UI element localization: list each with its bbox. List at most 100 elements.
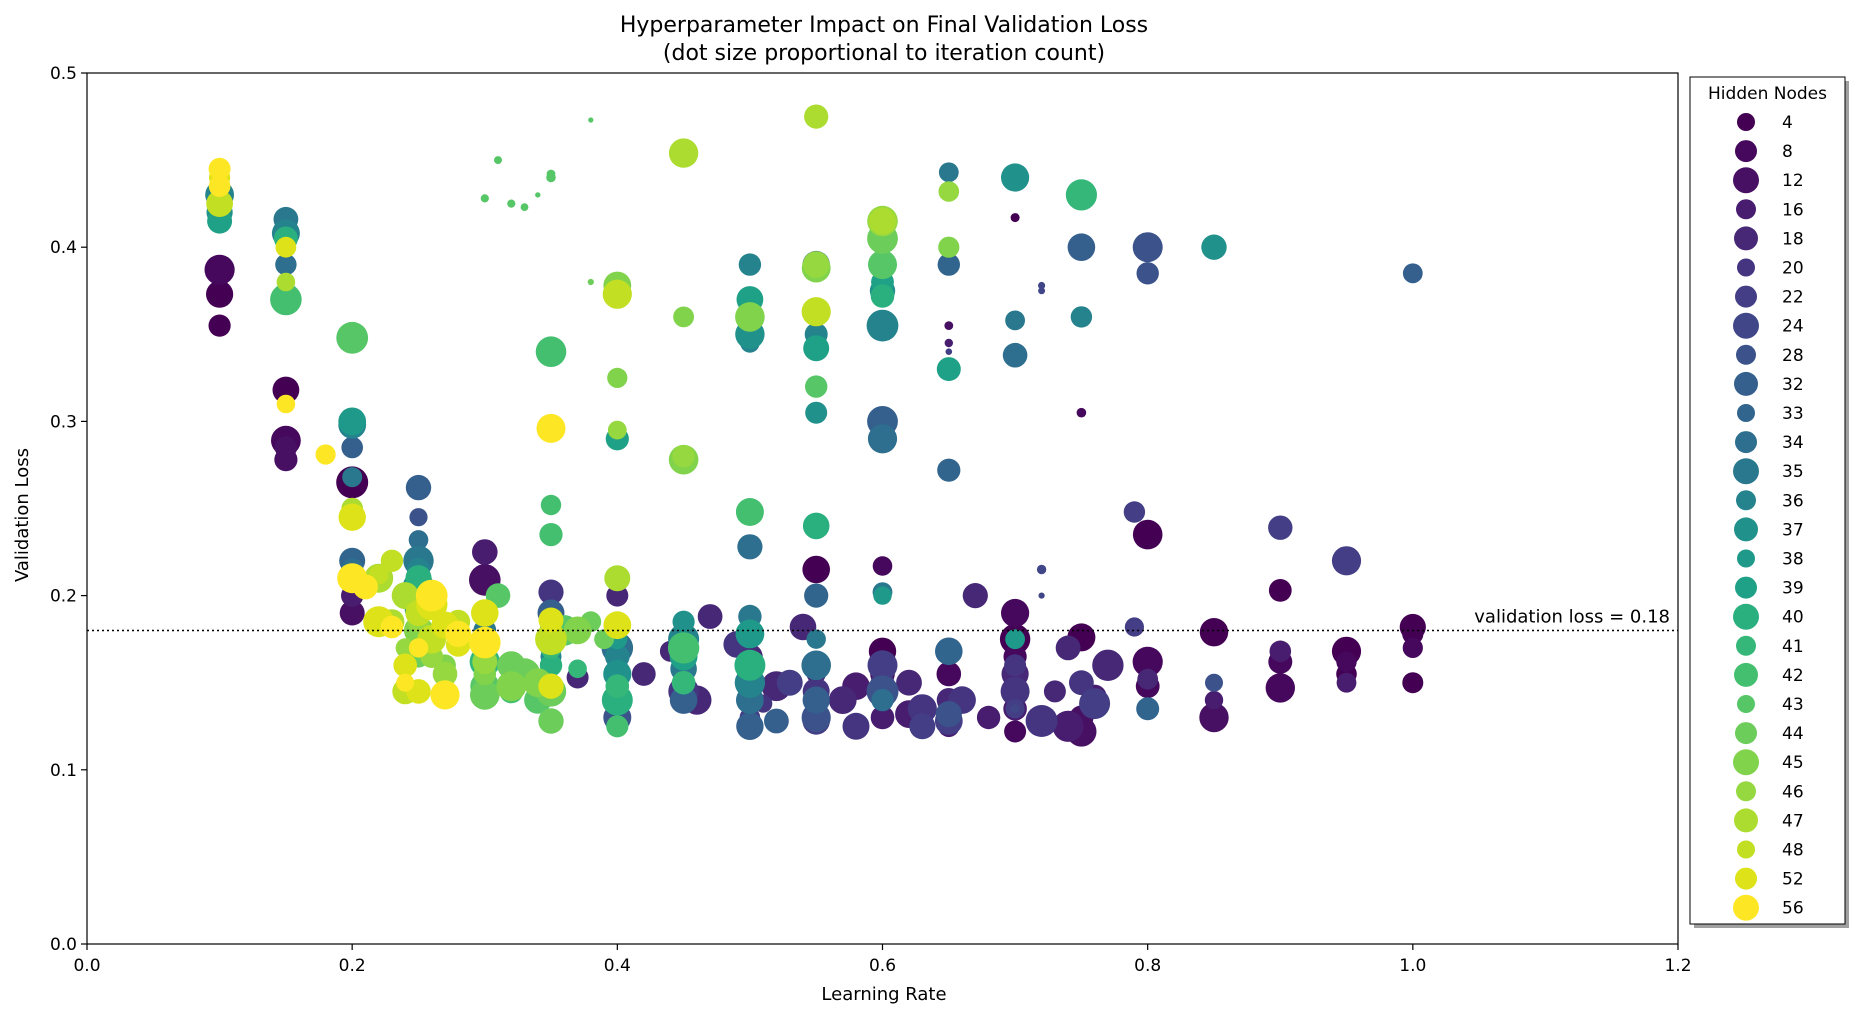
data-point xyxy=(936,661,962,687)
legend-title: Hidden Nodes xyxy=(1708,84,1827,104)
data-point xyxy=(1336,672,1357,693)
data-point xyxy=(276,394,296,414)
legend-marker xyxy=(1737,258,1755,277)
data-point xyxy=(801,650,831,681)
x-tick-label: 0.0 xyxy=(73,956,100,976)
data-point xyxy=(870,284,895,308)
data-point xyxy=(976,705,1001,730)
series-56 xyxy=(208,157,566,710)
data-point xyxy=(352,574,378,600)
data-point xyxy=(539,523,563,547)
data-point xyxy=(1204,690,1224,710)
data-point xyxy=(472,539,498,565)
legend-label: 48 xyxy=(1782,841,1804,861)
data-point xyxy=(937,253,960,276)
data-point xyxy=(867,424,898,454)
legend-label: 34 xyxy=(1782,433,1804,453)
data-point xyxy=(546,169,556,179)
data-point xyxy=(868,250,897,280)
x-tick-label: 0.4 xyxy=(604,956,631,976)
data-point xyxy=(937,458,961,482)
data-point xyxy=(339,600,365,626)
legend-label: 18 xyxy=(1782,229,1804,249)
legend-marker xyxy=(1733,167,1759,194)
data-point xyxy=(1000,676,1030,706)
legend-label: 12 xyxy=(1782,171,1804,191)
data-point xyxy=(536,413,566,443)
legend-label: 39 xyxy=(1782,579,1804,599)
x-tick-label: 1.0 xyxy=(1399,956,1426,976)
legend: Hidden Nodes4812161820222428323334353637… xyxy=(1689,76,1849,928)
data-point xyxy=(1065,179,1097,211)
data-point xyxy=(896,669,922,696)
data-point xyxy=(607,367,628,388)
data-point xyxy=(1004,654,1027,677)
legend-label: 45 xyxy=(1782,753,1804,773)
data-point xyxy=(802,686,830,714)
y-tick-label: 0.1 xyxy=(50,761,77,781)
data-point xyxy=(1402,672,1424,694)
data-point xyxy=(535,623,567,656)
y-tick-label: 0.3 xyxy=(50,412,77,432)
data-point xyxy=(938,181,960,202)
legend-marker xyxy=(1737,840,1755,859)
data-point xyxy=(873,586,892,605)
data-point xyxy=(1038,287,1046,295)
legend-label: 52 xyxy=(1782,870,1804,890)
data-point xyxy=(869,207,896,235)
data-point xyxy=(1036,564,1047,575)
legend-label: 36 xyxy=(1782,491,1804,511)
data-point xyxy=(1092,649,1124,681)
data-point xyxy=(631,662,656,686)
legend-marker xyxy=(1733,749,1759,776)
data-point xyxy=(1043,680,1066,703)
data-point xyxy=(804,104,829,129)
data-point xyxy=(668,138,699,168)
data-point xyxy=(604,565,631,592)
data-point xyxy=(672,610,695,633)
data-point xyxy=(342,467,363,488)
data-point xyxy=(802,555,830,584)
data-point xyxy=(208,157,231,180)
data-point xyxy=(1402,637,1423,659)
data-point xyxy=(1025,705,1058,737)
data-point xyxy=(1199,618,1229,647)
data-point xyxy=(445,620,472,648)
data-point xyxy=(909,713,936,740)
legend-marker xyxy=(1736,199,1756,220)
data-point xyxy=(1137,668,1159,690)
data-point xyxy=(415,579,448,612)
x-tick-label: 0.2 xyxy=(339,956,366,976)
data-point xyxy=(738,253,762,276)
data-point xyxy=(538,673,564,699)
data-point xyxy=(208,175,231,197)
data-point xyxy=(470,680,500,710)
legend-marker xyxy=(1735,431,1757,454)
data-point xyxy=(1269,640,1292,663)
legend-marker xyxy=(1734,226,1758,251)
data-point xyxy=(272,376,300,404)
data-point xyxy=(1005,629,1025,650)
y-tick-label: 0.0 xyxy=(50,935,77,955)
data-point xyxy=(603,611,632,640)
data-point xyxy=(697,604,723,629)
data-point xyxy=(208,314,231,337)
data-point xyxy=(828,686,857,714)
legend-label: 8 xyxy=(1782,142,1793,162)
data-point xyxy=(764,708,789,734)
data-point xyxy=(395,638,415,658)
data-point xyxy=(380,615,404,639)
legend-label: 4 xyxy=(1782,113,1793,133)
data-point xyxy=(935,701,962,728)
data-point xyxy=(735,302,765,332)
x-tick-label: 0.8 xyxy=(1134,956,1161,976)
data-point xyxy=(507,199,516,208)
data-point xyxy=(338,503,366,531)
legend-label: 42 xyxy=(1782,666,1804,686)
data-point xyxy=(1136,262,1159,285)
legend-marker xyxy=(1733,603,1759,630)
legend-label: 28 xyxy=(1782,346,1804,366)
data-point xyxy=(520,203,529,212)
